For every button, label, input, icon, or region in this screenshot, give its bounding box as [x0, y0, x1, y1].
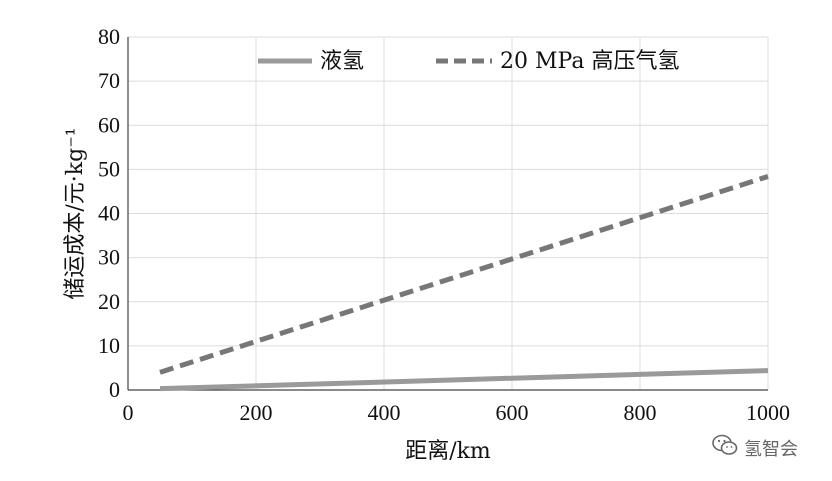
grid	[128, 36, 769, 390]
x-tick-label: 800	[624, 400, 657, 425]
y-tick-label: 70	[98, 68, 120, 93]
legend: 液氢 20 MPa 高压气氢	[258, 49, 679, 74]
series-line-liquid-hydrogen	[159, 368, 769, 392]
legend-label-compressed-hydrogen: 20 MPa 高压气氢	[500, 49, 679, 74]
x-tick-label: 600	[496, 400, 529, 425]
series	[159, 174, 769, 392]
axes	[127, 37, 768, 391]
y-tick-label: 80	[98, 24, 120, 49]
watermark-text: 氢智会	[744, 438, 798, 460]
y-axis-title: 储运成本/元·kg⁻¹	[63, 127, 88, 299]
y-tick-label: 40	[98, 201, 120, 226]
y-tick-label: 50	[98, 156, 120, 181]
x-tick-label: 400	[368, 400, 401, 425]
x-tick-label: 0	[123, 400, 134, 425]
y-tick-label: 60	[98, 112, 120, 137]
series-line-compressed-hydrogen	[159, 174, 769, 375]
x-axis-title: 距离/km	[405, 439, 491, 464]
legend-label-liquid-hydrogen: 液氢	[320, 49, 364, 74]
x-tick-label: 1000	[746, 400, 790, 425]
y-tick-label: 0	[109, 377, 120, 402]
x-tick-label: 200	[240, 400, 273, 425]
wechat-icon	[712, 434, 738, 461]
y-tick-label: 10	[98, 333, 120, 358]
y-tick-label: 30	[98, 245, 120, 270]
y-tick-label: 20	[98, 289, 120, 314]
x-tick-labels: 0 200 400 600 800 1000	[123, 400, 791, 425]
y-tick-labels: 0 10 20 30 40 50 60 70 80	[98, 24, 120, 402]
watermark: 氢智会	[712, 434, 798, 461]
